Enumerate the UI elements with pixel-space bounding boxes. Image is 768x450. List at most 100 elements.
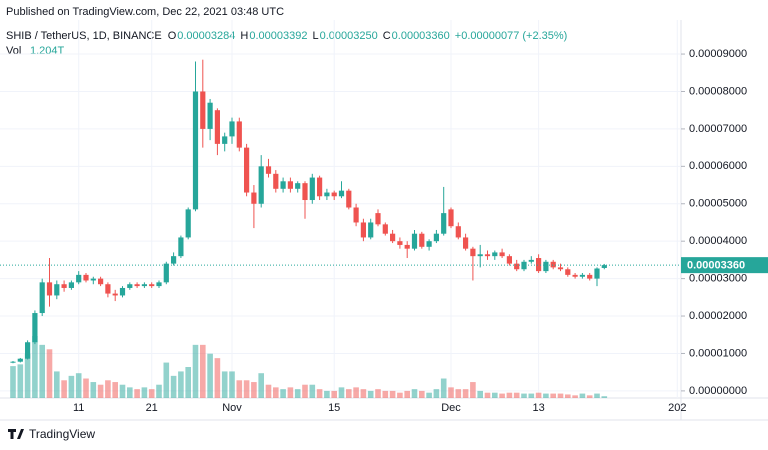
candle-body [287, 181, 293, 189]
y-tick-label: 0.00004000 [689, 235, 747, 247]
volume-bar [214, 358, 221, 398]
volume-bar [331, 390, 337, 398]
volume-bar [148, 389, 155, 398]
candle-body [455, 226, 461, 238]
candle-body [98, 278, 104, 285]
volume-bar [572, 395, 578, 398]
candles [10, 59, 607, 364]
volume-bar [513, 392, 520, 398]
candle-body [141, 284, 147, 287]
candle-body [382, 224, 388, 234]
candle-body [426, 241, 432, 247]
legend-text: 0.00003360 [392, 30, 450, 42]
volume-bar [397, 392, 403, 398]
candle-body [587, 274, 593, 279]
x-tick-label: 13 [532, 402, 544, 414]
volume-bar [353, 387, 359, 398]
volume-bar [46, 349, 53, 398]
volume-bar [579, 393, 586, 398]
candle-body [579, 274, 585, 277]
published-note: Published on TradingView.com, Dec 22, 20… [6, 6, 284, 18]
candle-body [112, 293, 118, 296]
candle-body [119, 287, 126, 296]
candle-body [236, 121, 242, 148]
volume-bar [594, 393, 600, 398]
candle-body [10, 361, 16, 363]
candle-body [25, 342, 31, 359]
volume-bar [535, 392, 542, 398]
candle-body [390, 233, 396, 242]
candle-body [317, 177, 323, 197]
volume-bar [440, 378, 447, 398]
volume-bar [586, 395, 593, 398]
volume-bar [39, 344, 45, 398]
volume-bar [338, 387, 345, 398]
candle-body [463, 237, 469, 249]
candle-body [200, 91, 206, 129]
candle-body [404, 244, 410, 249]
candle-body [528, 259, 534, 262]
volume-bar [565, 394, 571, 398]
volume-bars [10, 336, 608, 398]
brand-name: TradingView [29, 427, 95, 441]
candle-body [32, 313, 38, 343]
volume-bar [185, 367, 191, 398]
candle-body [222, 136, 228, 144]
candle-body [375, 213, 381, 225]
volume-bar [411, 389, 418, 398]
volume-bar [557, 393, 564, 398]
candle-body [68, 282, 74, 288]
candle-body [499, 252, 505, 257]
volume-bar [90, 382, 97, 398]
volume-bar [448, 387, 454, 398]
candle-body [506, 256, 512, 264]
y-tick-label: 0.00006000 [689, 160, 747, 172]
candle-body [448, 209, 454, 227]
candle-body [470, 248, 476, 257]
legend-text: SHIB / TetherUS, 1D, BINANCE [6, 30, 162, 42]
volume-bar [360, 389, 367, 398]
candle-body [280, 181, 286, 189]
volume-bar [382, 390, 389, 398]
volume-bar [294, 389, 301, 398]
volume-bar [550, 393, 556, 398]
volume-key: Vol [6, 45, 21, 57]
candle-body [39, 282, 45, 314]
volume-bar [97, 384, 104, 398]
candle-body [251, 192, 257, 204]
volume-bar [492, 392, 498, 398]
legend-text: +0.00000077 (+2.35%) [455, 30, 568, 42]
y-tick-label: 0.00005000 [689, 198, 747, 210]
volume-bar [499, 393, 505, 398]
volume-bar [324, 390, 330, 398]
volume-bar [112, 382, 118, 398]
legend-text: O [168, 30, 177, 42]
candle-body [514, 263, 520, 270]
volume-bar [10, 366, 16, 398]
candle-body [302, 183, 308, 201]
brand-logo [8, 429, 24, 439]
volume-bar [61, 380, 67, 398]
volume-bar [127, 387, 133, 398]
volume-bar [273, 387, 279, 398]
candle-body [134, 284, 140, 287]
volume-bar [404, 390, 410, 398]
volume-bar [521, 393, 527, 398]
candle-body [273, 173, 279, 189]
volume-bar [156, 384, 162, 398]
candle-body [565, 269, 571, 275]
volume-bar [477, 390, 483, 398]
volume-bar [543, 393, 549, 398]
legend-text: C [383, 30, 391, 42]
volume-bar [141, 387, 148, 398]
volume-bar [302, 384, 308, 398]
legend-text: 0.00003250 [320, 30, 378, 42]
x-tick-label: 202 [668, 402, 686, 414]
candle-body [492, 252, 498, 257]
candle-body [76, 274, 82, 283]
candle-body [536, 258, 542, 272]
volume-bar [105, 380, 111, 398]
candle-body [207, 102, 213, 129]
volume-bar [389, 390, 396, 398]
